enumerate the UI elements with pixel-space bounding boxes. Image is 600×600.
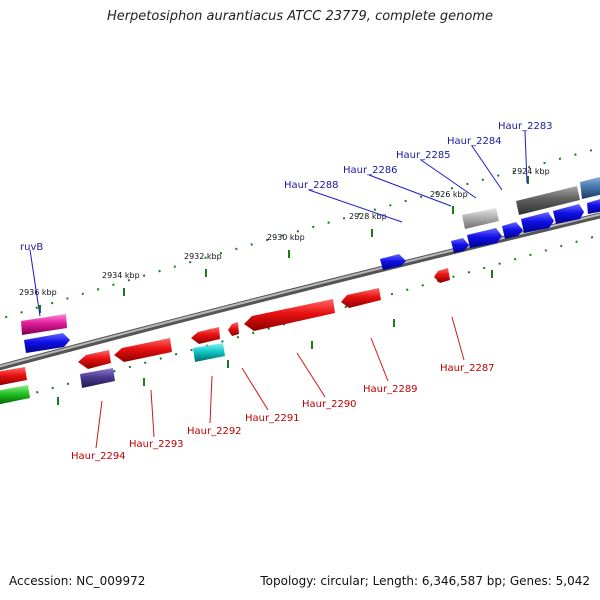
- label-Haur_2292: Haur_2292: [187, 426, 242, 437]
- tick-label-2934: 2934 kbp: [102, 271, 140, 280]
- gene-Haur_2290[interactable]: [244, 299, 335, 331]
- gene-Haur_2292-red[interactable]: [191, 327, 220, 344]
- gene-ruvB[interactable]: [24, 333, 70, 353]
- gene-blue-2[interactable]: [553, 204, 584, 224]
- gene-blue-6[interactable]: [380, 254, 406, 270]
- label-Haur_2293: Haur_2293: [129, 439, 184, 450]
- tick-label-2932: 2932 kbp: [184, 252, 222, 261]
- gene-Haur_2293[interactable]: [114, 338, 172, 362]
- map-title: Herpetosiphon aurantiacus ATCC 23779, co…: [106, 9, 494, 24]
- label-Haur_2294: Haur_2294: [71, 451, 126, 462]
- gene-left-green[interactable]: [0, 385, 30, 405]
- tick-label-2930: 2930 kbp: [267, 233, 305, 242]
- gene-Haur_2285[interactable]: [462, 208, 499, 229]
- label-Haur_2290: Haur_2290: [302, 399, 357, 410]
- tick-label-2926: 2926 kbp: [430, 190, 468, 199]
- accession-text: Accession: NC_009972: [9, 574, 146, 588]
- label-Haur_2284: Haur_2284: [447, 136, 502, 147]
- gene-blue-1[interactable]: [587, 198, 600, 214]
- gene-Haur_2289[interactable]: [341, 288, 381, 308]
- reverse-genes: [0, 268, 450, 405]
- label-Haur_2289: Haur_2289: [363, 384, 418, 395]
- gene-Haur_2294[interactable]: [80, 368, 115, 388]
- label-Haur_2285: Haur_2285: [396, 150, 451, 161]
- gene-blue-4[interactable]: [502, 222, 523, 239]
- genome-summary-text: Topology: circular; Length: 6,346,587 bp…: [260, 574, 590, 588]
- label-Haur_2283: Haur_2283: [498, 121, 553, 132]
- forward-genes: [21, 176, 600, 353]
- gene-Haur_2288[interactable]: [451, 238, 469, 253]
- tick-label-2936: 2936 kbp: [19, 288, 57, 297]
- gene-blue-3[interactable]: [521, 212, 554, 233]
- major-ticks-outer: [39, 176, 529, 313]
- gene-blue-5[interactable]: [467, 228, 502, 248]
- label-Haur_2287: Haur_2287: [440, 363, 495, 374]
- gene-Haur_2294-red[interactable]: [78, 350, 111, 369]
- gene-Haur_2292[interactable]: [193, 343, 225, 362]
- major-ticks-inner: [57, 270, 493, 405]
- label-Haur_2286: Haur_2286: [343, 165, 398, 176]
- gene-ruvB-pink[interactable]: [21, 314, 67, 335]
- gene-Haur_2287[interactable]: [434, 268, 450, 283]
- gene-Haur_2291[interactable]: [228, 322, 239, 336]
- tick-label-2924: 2924 kbp: [512, 167, 550, 176]
- gene-left-red[interactable]: [0, 367, 27, 386]
- label-Haur_2291: Haur_2291: [245, 413, 300, 424]
- label-ruvB: ruvB: [20, 242, 43, 253]
- top-leader-lines: [29, 130, 528, 317]
- gene-Haur_2284[interactable]: [516, 186, 580, 215]
- bottom-leader-lines: [95, 316, 465, 449]
- gene-Haur_2283[interactable]: [580, 176, 600, 199]
- label-Haur_2288: Haur_2288: [284, 180, 339, 191]
- tick-label-2928: 2928 kbp: [349, 212, 387, 221]
